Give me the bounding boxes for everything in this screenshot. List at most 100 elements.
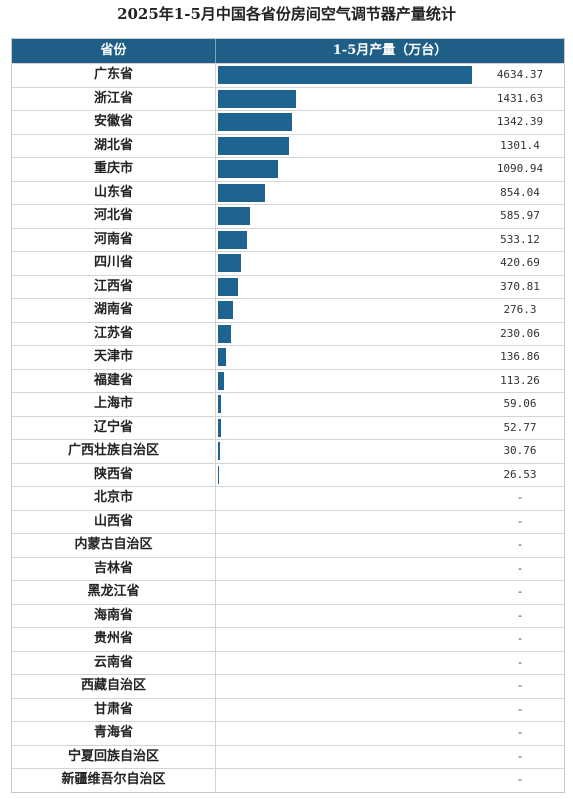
table-row: 广东省 4634.37 — [12, 63, 564, 87]
province-label: 山东省 — [12, 181, 216, 204]
table-row: 湖北省 1301.4 — [12, 133, 564, 157]
output-value: - — [516, 561, 524, 575]
output-value: - — [516, 608, 524, 622]
output-cell: - — [216, 699, 564, 722]
province-label: 重庆市 — [12, 158, 216, 181]
province-label: 内蒙古自治区 — [12, 534, 216, 557]
province-label: 福建省 — [12, 369, 216, 392]
output-value: 370.81 — [500, 279, 540, 293]
output-bar — [218, 136, 290, 155]
output-value: - — [516, 514, 524, 528]
table-row: 青海省 - — [12, 721, 564, 745]
table-row: 贵州省 - — [12, 627, 564, 651]
table-row: 云南省 - — [12, 650, 564, 675]
output-value: 1342.39 — [496, 115, 544, 128]
output-cell: 136.86 — [216, 346, 564, 369]
output-value: 1431.63 — [496, 91, 544, 105]
table-row: 陕西省 26.53 — [12, 462, 564, 487]
output-cell: 854.04 — [216, 182, 564, 205]
output-cell: - — [216, 558, 564, 581]
table-row: 北京市 - — [12, 486, 564, 510]
table-row: 四川省 420.69 — [12, 251, 564, 275]
province-label: 天津市 — [12, 346, 216, 369]
province-label: 浙江省 — [12, 87, 216, 110]
output-cell: - — [216, 534, 564, 557]
output-value: 136.86 — [500, 350, 540, 363]
output-cell: 420.69 — [216, 252, 564, 275]
province-label: 河南省 — [12, 228, 216, 251]
output-cell: 370.81 — [216, 276, 564, 299]
output-cell: 230.06 — [216, 323, 564, 346]
province-label: 新疆维吾尔自治区 — [12, 769, 216, 792]
output-value: 533.12 — [500, 232, 540, 246]
chart-title: 2025年1-5月中国各省份房间空气调节器产量统计 — [117, 5, 456, 23]
table-row: 甘肃省 - — [12, 697, 564, 722]
output-cell: 113.26 — [216, 370, 564, 393]
province-label: 宁夏回族自治区 — [12, 745, 216, 768]
province-label: 安徽省 — [12, 111, 216, 134]
output-value: - — [516, 773, 524, 786]
output-value: - — [516, 585, 524, 598]
output-bar — [218, 89, 297, 108]
table-row: 山西省 - — [12, 509, 564, 534]
table-row: 湖南省 276.3 — [12, 298, 564, 322]
table-row: 吉林省 - — [12, 556, 564, 581]
table-row: 新疆维吾尔自治区 - — [12, 768, 564, 792]
table-row: 江苏省 230.06 — [12, 321, 564, 346]
output-cell: 276.3 — [216, 299, 564, 322]
province-label: 江苏省 — [12, 322, 216, 345]
output-cell: - — [216, 628, 564, 651]
output-value: - — [516, 679, 524, 692]
province-label: 陕西省 — [12, 463, 216, 486]
output-bar — [218, 254, 242, 272]
output-bar — [218, 277, 239, 296]
province-label: 湖北省 — [12, 134, 216, 157]
province-label: 广东省 — [12, 64, 216, 87]
table-row: 天津市 136.86 — [12, 345, 564, 369]
output-cell: - — [216, 769, 564, 792]
output-value: - — [516, 749, 524, 763]
output-cell: 533.12 — [216, 229, 564, 252]
header-output: 1-5月产量（万台） — [332, 43, 448, 58]
table-header: 省份 1-5月产量（万台） — [12, 39, 564, 63]
output-cell: - — [216, 652, 564, 675]
output-cell: - — [216, 511, 564, 534]
output-cell: - — [216, 746, 564, 769]
output-cell: - — [216, 675, 564, 698]
province-label: 上海市 — [12, 393, 216, 416]
table-row: 黑龙江省 - — [12, 580, 564, 604]
table-row: 西藏自治区 - — [12, 674, 564, 698]
output-bar — [218, 442, 220, 460]
output-value: - — [516, 655, 524, 669]
output-bar — [218, 301, 234, 319]
output-bar — [218, 324, 231, 343]
table-body: 广东省 4634.37 浙江省 1431.63 安徽省 1342.39 湖北省 1301.4 重… — [12, 63, 564, 792]
output-cell: 52.77 — [216, 417, 564, 440]
output-cell: 59.06 — [216, 393, 564, 416]
output-value: 1301.4 — [500, 138, 540, 152]
output-bar — [218, 348, 226, 366]
output-cell: 26.53 — [216, 464, 564, 487]
output-value: 276.3 — [503, 303, 537, 316]
output-bar — [218, 465, 220, 484]
province-label: 北京市 — [12, 487, 216, 510]
output-cell: 30.76 — [216, 440, 564, 463]
table-row: 河北省 585.97 — [12, 204, 564, 228]
output-value: 1090.94 — [496, 162, 544, 175]
table-row: 江西省 370.81 — [12, 274, 564, 299]
output-cell: 4634.37 — [216, 64, 564, 87]
output-cell: 1090.94 — [216, 158, 564, 181]
province-label: 湖南省 — [12, 299, 216, 322]
table-row: 内蒙古自治区 - — [12, 533, 564, 557]
output-cell: - — [216, 722, 564, 745]
output-bar — [218, 160, 278, 178]
table-row: 安徽省 1342.39 — [12, 110, 564, 134]
output-bar — [218, 418, 221, 437]
table-row: 上海市 59.06 — [12, 392, 564, 416]
province-label: 吉林省 — [12, 557, 216, 580]
output-cell: - — [216, 605, 564, 628]
province-label: 广西壮族自治区 — [12, 440, 216, 463]
table-row: 宁夏回族自治区 - — [12, 744, 564, 769]
output-value: - — [516, 632, 524, 645]
output-bar — [218, 66, 472, 84]
